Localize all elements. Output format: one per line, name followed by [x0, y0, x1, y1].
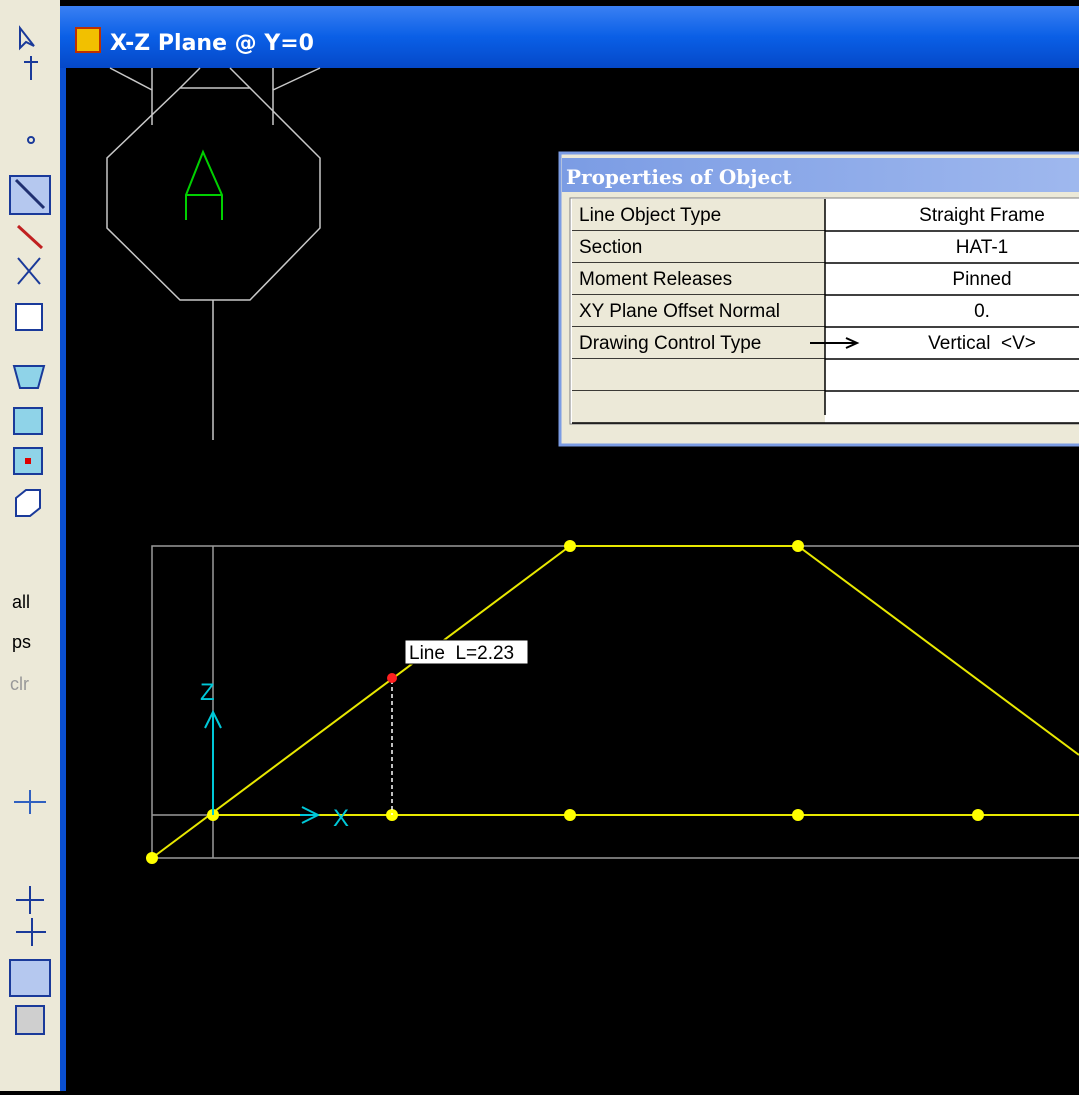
toolbar-button[interactable]: all	[12, 592, 30, 612]
label-cell	[572, 295, 825, 327]
property-label: Section	[579, 237, 642, 258]
window-icon	[75, 27, 101, 53]
label-cell	[572, 327, 825, 359]
frame-lines	[151, 545, 1079, 859]
toolbar-icons	[9, 25, 51, 1035]
axes	[204, 709, 321, 824]
grid-label-glyph	[185, 149, 223, 220]
property-label: Moment Releases	[579, 269, 732, 290]
pointer-arrow	[810, 337, 860, 349]
label-cell	[572, 391, 825, 423]
axis-label: Z	[200, 679, 215, 706]
title-bar	[60, 6, 1079, 68]
property-value: HAT-1	[956, 237, 1008, 258]
joints	[146, 540, 984, 864]
label-cell	[572, 231, 825, 263]
window-title: X-Z Plane @ Y=0	[110, 31, 314, 56]
axis-label: X	[333, 805, 349, 832]
property-value: Pinned	[952, 269, 1011, 290]
property-value: 0.	[974, 301, 990, 322]
property-value: Straight Frame	[919, 205, 1045, 226]
property-label: XY Plane Offset Normal	[579, 301, 780, 322]
toolbar	[0, 0, 60, 1091]
property-label: Line Object Type	[579, 205, 721, 226]
tooltip	[404, 639, 529, 665]
property-value: Vertical <V>	[928, 333, 1036, 354]
label-cell	[572, 359, 825, 391]
toolbar-button[interactable]: clr	[10, 674, 29, 694]
panel-title-bar	[562, 158, 1079, 192]
label-cell	[572, 199, 825, 231]
property-label: Drawing Control Type	[579, 333, 761, 354]
label-cell	[572, 263, 825, 295]
toolbar-button[interactable]: ps	[12, 632, 31, 652]
tooltip-text: Line L=2.23	[409, 643, 514, 664]
panel-title: Properties of Object	[566, 165, 792, 189]
grid-bubble	[106, 67, 321, 440]
cursor-point	[387, 673, 397, 683]
